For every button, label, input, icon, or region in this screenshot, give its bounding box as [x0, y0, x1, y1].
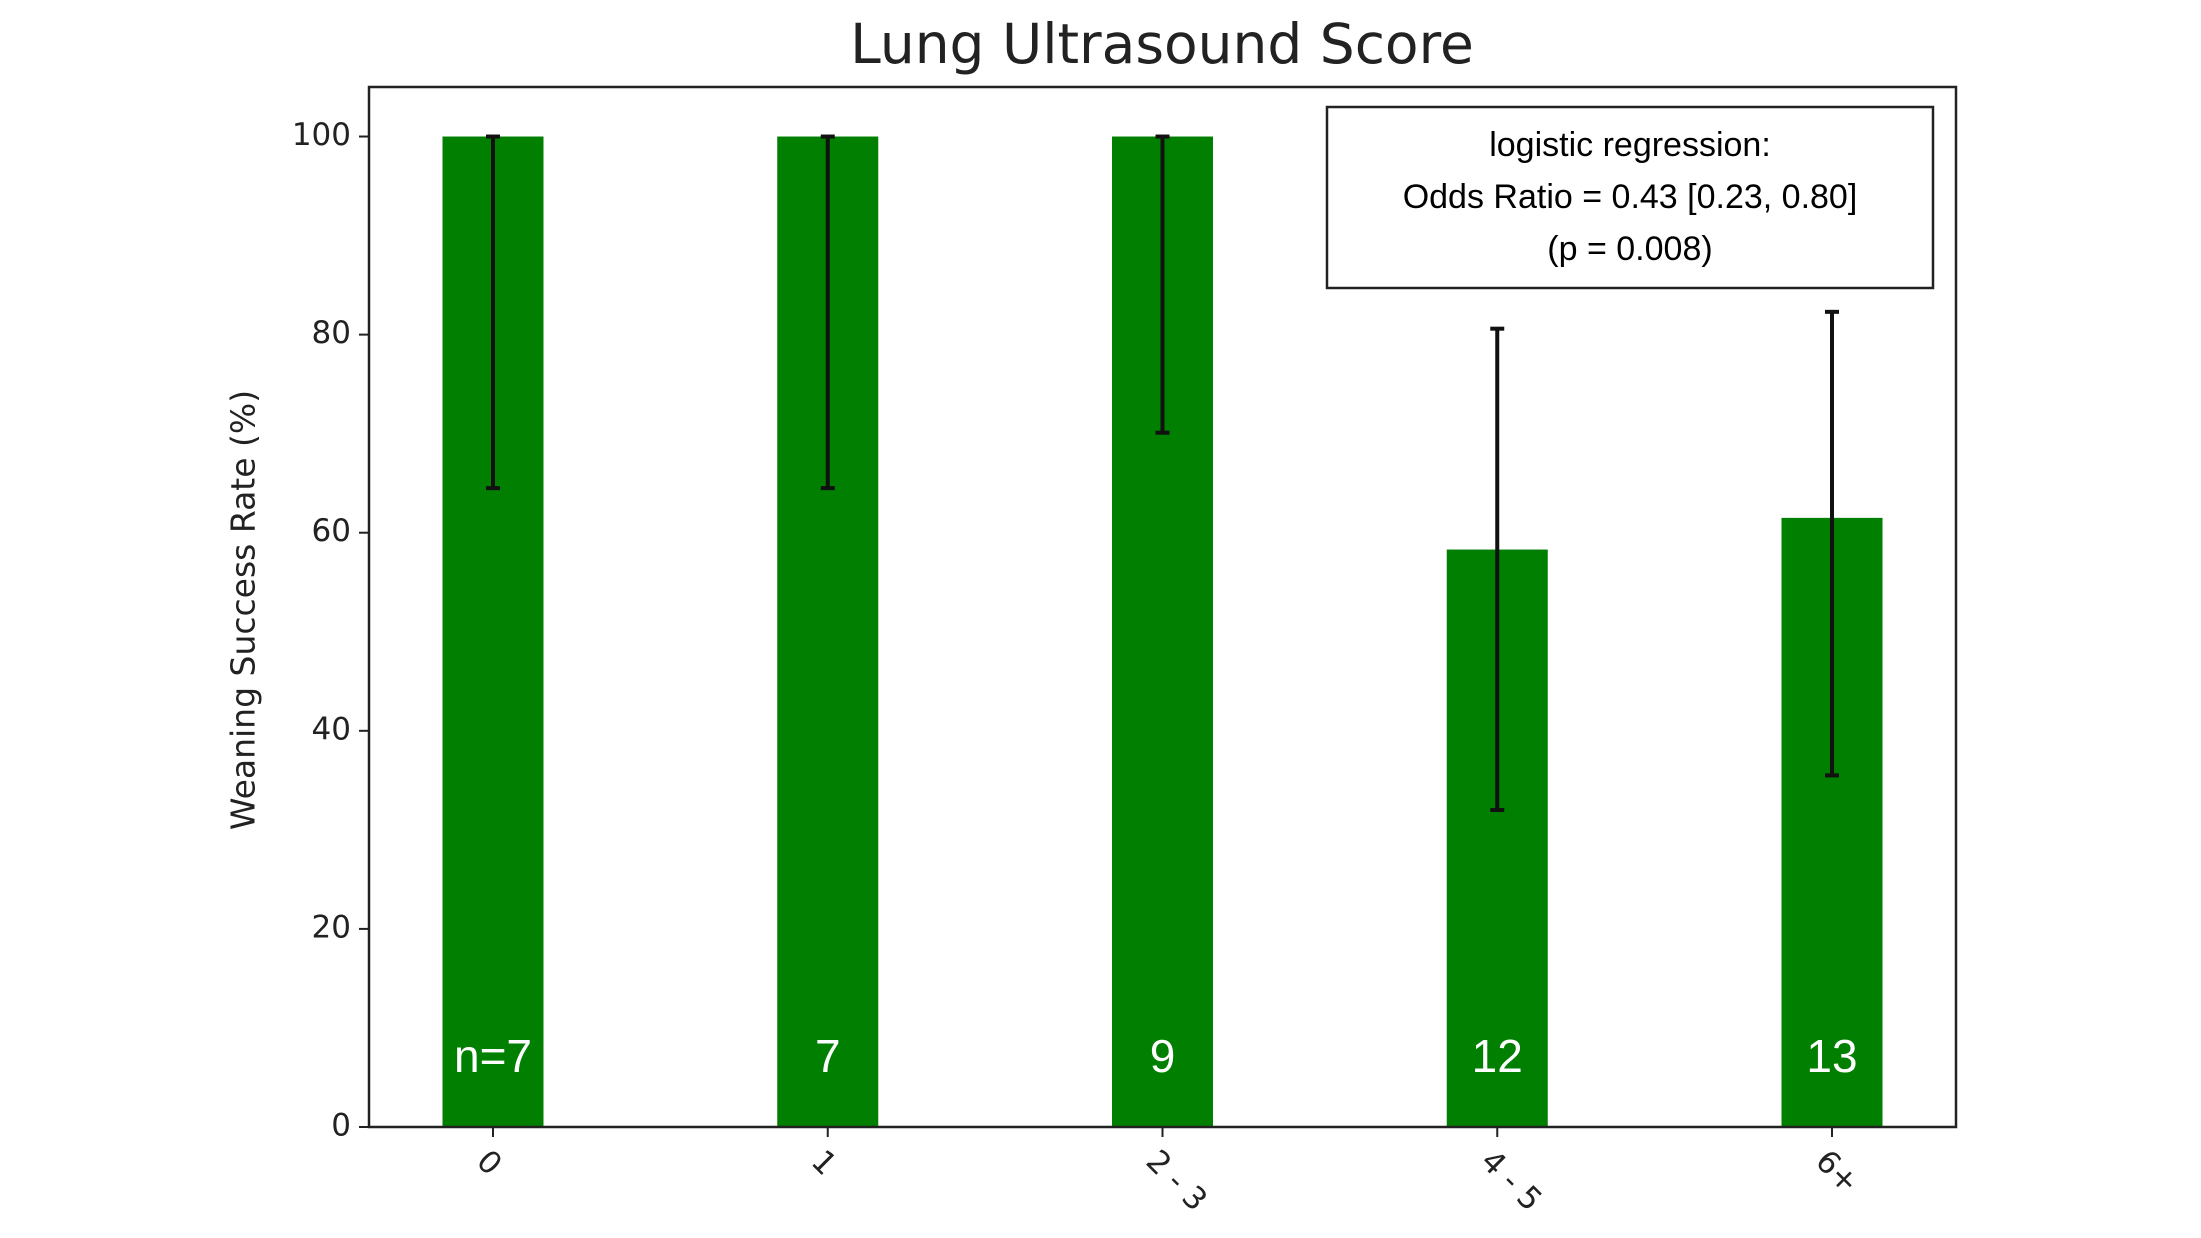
- x-tick-label: 2 - 3: [1139, 1143, 1214, 1218]
- bar-label: n=7: [454, 1030, 532, 1082]
- bar-label: 7: [815, 1030, 841, 1082]
- annotation-text: Odds Ratio = 0.43 [0.23, 0.80]: [1403, 178, 1858, 216]
- chart-title: Lung Ultrasound Score: [850, 12, 1474, 76]
- x-tick-label: 4 - 5: [1474, 1143, 1549, 1218]
- bar-label: 9: [1150, 1030, 1176, 1082]
- y-axis-label: Weaning Success Rate (%): [224, 390, 263, 830]
- y-tick-label: 20: [312, 909, 351, 945]
- x-tick-label: 1: [804, 1143, 843, 1182]
- y-tick-label: 60: [312, 513, 351, 549]
- plot-frame: [367, 85, 1958, 1129]
- bar-label: 12: [1472, 1030, 1523, 1082]
- annotation-text: logistic regression:: [1489, 126, 1771, 164]
- y-tick-label: 80: [312, 315, 351, 351]
- x-tick-label: 6+: [1808, 1143, 1866, 1201]
- y-tick-label: 100: [292, 117, 351, 153]
- annotation-box: [1325, 105, 1935, 290]
- x-tick-label: 0: [469, 1143, 508, 1182]
- bar-label: 13: [1806, 1030, 1857, 1082]
- y-tick-label: 40: [312, 711, 351, 747]
- annotation-text: (p = 0.008): [1547, 230, 1712, 268]
- y-tick-label: 0: [331, 1108, 351, 1144]
